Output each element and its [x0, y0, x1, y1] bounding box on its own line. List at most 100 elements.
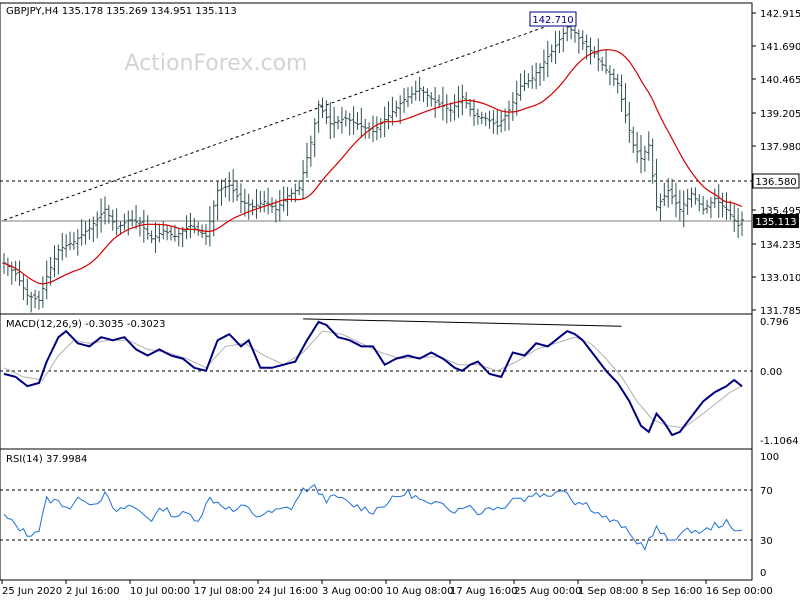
date-tick-label: 17 Jul 08:00	[194, 586, 254, 597]
ohlc-bar	[231, 169, 236, 203]
ohlc-bar	[670, 178, 675, 205]
price-panel	[0, 2, 753, 315]
ohlc-bar	[421, 86, 426, 103]
ohlc-bar	[126, 210, 131, 236]
ohlc-bar	[33, 289, 38, 309]
ohlc-bar	[110, 209, 115, 231]
ohlc-bar	[685, 189, 690, 215]
axis-labels: 142.915 141.690 140.465 139.205 137.980 135.4…	[1, 9, 800, 597]
price-tick-label: 133.010	[760, 273, 800, 284]
ohlc-bar	[301, 159, 306, 200]
price-header: GBPJPY,H4 135.178 135.269 134.951 135.11…	[6, 6, 237, 17]
ohlc-bar	[740, 211, 744, 236]
rsi-line	[3, 483, 743, 551]
ohlc-bar	[549, 44, 554, 63]
ohlc-bar	[468, 99, 473, 117]
ohlc-bar	[604, 49, 609, 75]
ohlc-bar	[398, 95, 403, 124]
ohlc-bar	[701, 196, 706, 215]
ohlc-bar	[169, 225, 174, 241]
ohlc-bar	[324, 100, 329, 125]
ohlc-bar	[328, 102, 333, 140]
ohlc-bar	[102, 196, 107, 225]
ohlc-bar	[332, 106, 337, 138]
ohlc-bar	[677, 189, 682, 221]
date-tick-label: 25 Aug 00:00	[514, 586, 581, 597]
level-label-box	[752, 173, 800, 189]
ohlc-bar	[304, 142, 309, 178]
macd-tick-label: 0.00	[760, 367, 782, 378]
ohlc-bar	[541, 49, 546, 81]
ohlc-bar	[165, 224, 170, 241]
price-tick-label: 137.980	[760, 142, 800, 153]
ohlc-bar	[545, 40, 550, 78]
ohlc-bar	[417, 76, 422, 102]
ohlc-bar	[506, 100, 511, 131]
ohlc-bar	[246, 193, 251, 220]
rising-trendline	[3, 15, 576, 221]
ohlc-bar	[79, 219, 84, 246]
rsi-header: RSI(14) 37.9984	[6, 454, 87, 465]
ohlc-bar	[207, 206, 212, 247]
ohlc-bar	[75, 229, 80, 256]
ohlc-bar	[724, 192, 729, 220]
ohlc-bar	[650, 138, 655, 184]
watermark: ActionForex.com	[125, 51, 308, 76]
ohlc-bar	[666, 178, 671, 208]
price-tick-label: 134.235	[760, 240, 800, 251]
ohlc-bar	[561, 27, 566, 53]
macd-line	[3, 320, 743, 437]
ohlc-bar	[615, 73, 620, 94]
ohlc-bar	[514, 80, 519, 116]
ohlc-bar	[405, 87, 410, 108]
ohlc-bar	[118, 221, 123, 235]
ohlc-bar	[285, 186, 290, 216]
ohlc-bar	[254, 188, 259, 219]
rsi-tick-label: 70	[760, 486, 773, 497]
ohlc-bar	[242, 188, 247, 217]
price-tick-label: 140.465	[760, 75, 800, 86]
ohlc-bar	[250, 199, 255, 216]
current-price-label-box	[753, 214, 799, 228]
ohlc-bar	[270, 197, 275, 213]
macd-divergence-line	[303, 318, 622, 327]
price-tick-label: 142.915	[760, 9, 800, 20]
date-tick-label: 24 Jul 16:00	[258, 586, 318, 597]
ohlc-bar	[21, 274, 26, 301]
ohlc-bar	[448, 102, 453, 122]
ohlc-bar	[44, 260, 49, 300]
ohlc-bar	[619, 74, 624, 113]
ohlc-bar	[347, 113, 352, 136]
moving-average-line	[3, 49, 743, 285]
ohlc-bar	[452, 94, 457, 121]
peak-label: 142.710	[532, 15, 573, 26]
ohlc-bar	[639, 135, 644, 174]
ohlc-bar	[114, 208, 119, 236]
ohlc-bar	[64, 234, 69, 258]
ohlc-bar	[180, 226, 185, 248]
ohlc-bar	[708, 197, 713, 219]
current-price-label: 135.113	[755, 217, 796, 228]
date-tick-label: 8 Sep 16:00	[642, 586, 702, 597]
date-tick-label: 1 Sep 08:00	[578, 586, 638, 597]
ohlc-bar	[339, 106, 344, 134]
ohlc-bar	[223, 178, 228, 198]
ohlc-bar	[479, 111, 484, 124]
ohlc-bar	[460, 84, 465, 116]
ohlc-bar	[378, 117, 383, 138]
date-tick-label: 3 Aug 00:00	[322, 586, 383, 597]
ohlc-bar	[320, 97, 325, 118]
ohlc-bar	[576, 29, 581, 54]
ohlc-bar	[526, 73, 531, 88]
price-tick-label: 131.785	[760, 306, 800, 317]
ohlc-bar	[697, 194, 702, 212]
ohlc-bar	[122, 213, 127, 231]
macd-tick-label: -1.1064	[760, 436, 799, 447]
ohlc-bar	[530, 65, 535, 89]
ohlc-bar	[409, 86, 414, 104]
rsi-tick-label: 30	[760, 536, 773, 547]
ohlc-bar	[600, 57, 605, 71]
peak-label-box	[529, 11, 577, 27]
ohlc-bar	[433, 87, 438, 118]
ohlc-bar	[518, 73, 523, 101]
